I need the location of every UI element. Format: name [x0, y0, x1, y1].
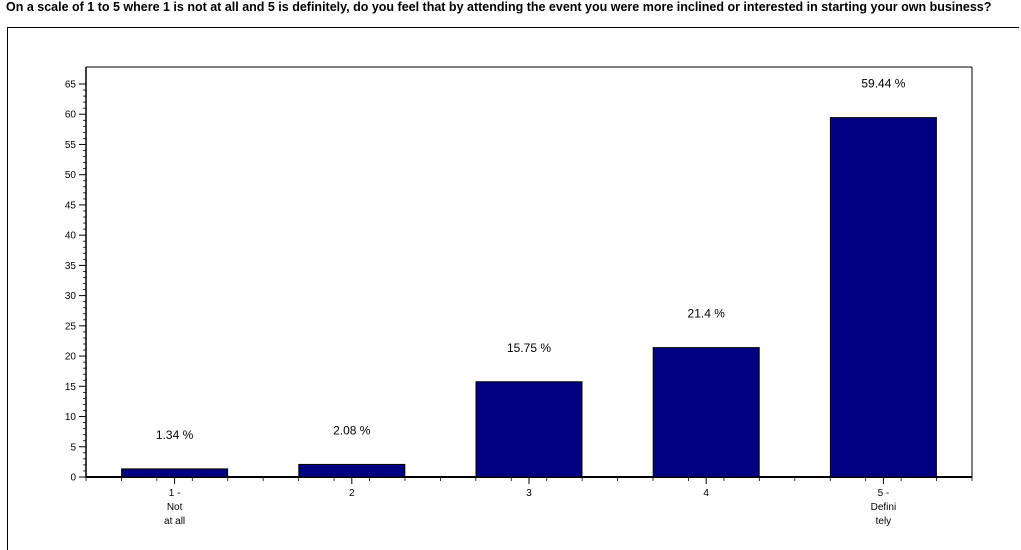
data-label: 59.44 %	[861, 77, 905, 91]
x-tick-label: 4	[703, 488, 709, 499]
bar	[652, 347, 760, 478]
y-tick-label: 40	[65, 231, 77, 242]
bar	[298, 463, 406, 478]
y-tick-label: 20	[65, 352, 77, 363]
y-tick-label: 5	[70, 442, 76, 453]
data-label: 21.4 %	[688, 307, 726, 321]
y-tick-label: 65	[65, 80, 77, 91]
y-tick-label: 25	[65, 321, 77, 332]
data-label: 15.75 %	[507, 341, 551, 355]
y-tick-label: 45	[65, 200, 77, 211]
x-tick-label: 2	[349, 488, 355, 499]
y-tick-label: 60	[65, 110, 77, 121]
bars	[121, 117, 937, 478]
bar	[475, 381, 583, 478]
chart-frame	[7, 27, 1019, 550]
x-tick-label: tely	[876, 516, 892, 527]
y-tick-label: 0	[70, 473, 76, 484]
data-label: 2.08 %	[333, 423, 371, 437]
y-tick-label: 35	[65, 261, 77, 272]
y-tick-label: 10	[65, 412, 77, 423]
bar	[121, 468, 229, 478]
bar	[829, 117, 937, 478]
x-axis: 1 - Not at all 2 3 4 5 - Defini tely	[85, 476, 973, 527]
x-tick-label: Not	[167, 502, 183, 513]
x-tick-label: 3	[526, 488, 532, 499]
chart-title: On a scale of 1 to 5 where 1 is not at a…	[6, 0, 992, 14]
data-labels: 1.34 % 2.08 % 15.75 % 21.4 % 59.44 %	[156, 77, 906, 442]
y-tick-label: 55	[65, 140, 77, 151]
y-tick-label: 15	[65, 382, 77, 393]
x-tick-label: 1 -	[169, 488, 181, 499]
y-tick-label: 50	[65, 170, 77, 181]
x-tick-label: 5 -	[878, 488, 890, 499]
y-axis: 0 5 10 15 20 25 30 35 40 45 50 55 60 65	[65, 66, 973, 484]
data-label: 1.34 %	[156, 428, 194, 442]
x-tick-label: at all	[164, 516, 185, 527]
y-tick-label: 30	[65, 291, 77, 302]
x-tick-label: Defini	[871, 502, 897, 513]
